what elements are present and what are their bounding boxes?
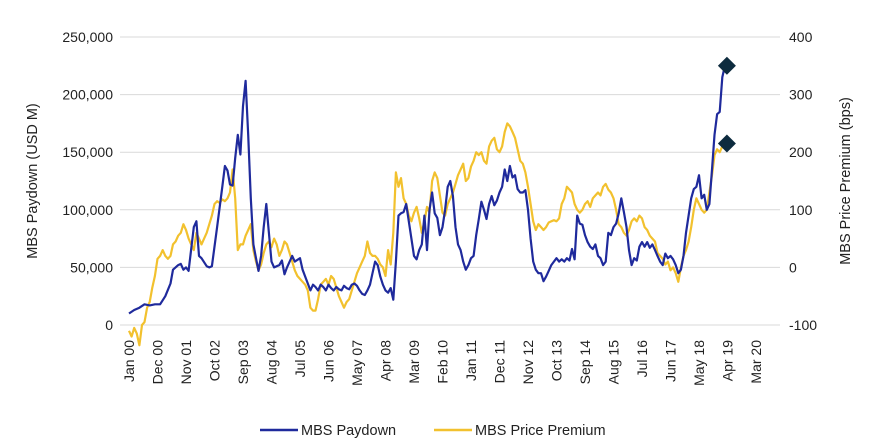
x-tick-label: Mar 09 [406,340,422,384]
left-tick-label: 0 [105,317,113,333]
x-tick-label: Feb 10 [435,340,451,384]
right-axis-ticks: -100 0 100 200 300 400 [789,29,817,333]
right-tick-label: 200 [789,144,813,160]
series-line-mbs-paydown [128,65,726,315]
x-tick-label: Jul 05 [292,340,308,378]
x-tick-label: Jun 17 [663,340,679,382]
series-line-mbs-price-premium [127,122,726,347]
right-tick-label: 100 [789,202,813,218]
left-tick-label: 200,000 [62,87,113,103]
x-tick-label: May 07 [349,340,365,386]
left-tick-label: 150,000 [62,144,113,160]
end-markers [717,56,736,153]
x-tick-label: Oct 13 [549,340,565,381]
series-lines [127,65,726,347]
legend: MBS Paydown MBS Price Premium [260,423,606,439]
x-tick-label: Jan 11 [463,340,479,381]
x-tick-label: Jan 00 [121,340,137,382]
x-tick-label: Aug 04 [264,340,280,385]
x-tick-label: Sep 14 [577,340,593,385]
left-axis-ticks: 0 50,000 100,000 150,000 200,000 250,000 [62,29,113,333]
x-tick-label: Mar 20 [748,340,764,384]
x-tick-label: Dec 00 [150,340,166,385]
left-axis-title: MBS Paydown (USD M) [25,103,41,259]
x-axis-ticks: Jan 00 Dec 00 Nov 01 Oct 02 Sep 03 Aug 04 Jul … [121,340,764,386]
gridlines [120,36,780,326]
x-tick-label: Apr 08 [378,340,394,381]
x-tick-label: Nov 01 [178,340,194,385]
right-tick-label: 0 [789,259,797,275]
x-tick-label: Dec 11 [492,340,508,384]
legend-label-mbs-price-premium: MBS Price Premium [475,423,606,439]
right-tick-label: 400 [789,29,813,45]
legend-label-mbs-paydown: MBS Paydown [301,423,396,439]
x-tick-label: Sep 03 [235,340,251,385]
right-tick-label: -100 [789,317,817,333]
x-tick-label: Apr 19 [720,340,736,381]
x-tick-label: Aug 15 [606,340,622,385]
x-tick-label: Jul 16 [634,340,650,378]
end-marker-mbs-paydown [717,56,736,75]
x-tick-label: Oct 02 [207,340,223,381]
left-tick-label: 100,000 [62,202,113,218]
x-tick-label: Jun 06 [321,340,337,382]
x-tick-label: Nov 12 [520,340,536,385]
left-tick-label: 50,000 [70,259,113,275]
right-tick-label: 300 [789,87,813,103]
left-tick-label: 250,000 [62,29,113,45]
end-marker-mbs-price-premium [717,134,736,153]
right-axis-title: MBS Price Premium (bps) [838,97,854,265]
x-tick-label: May 18 [691,340,707,386]
